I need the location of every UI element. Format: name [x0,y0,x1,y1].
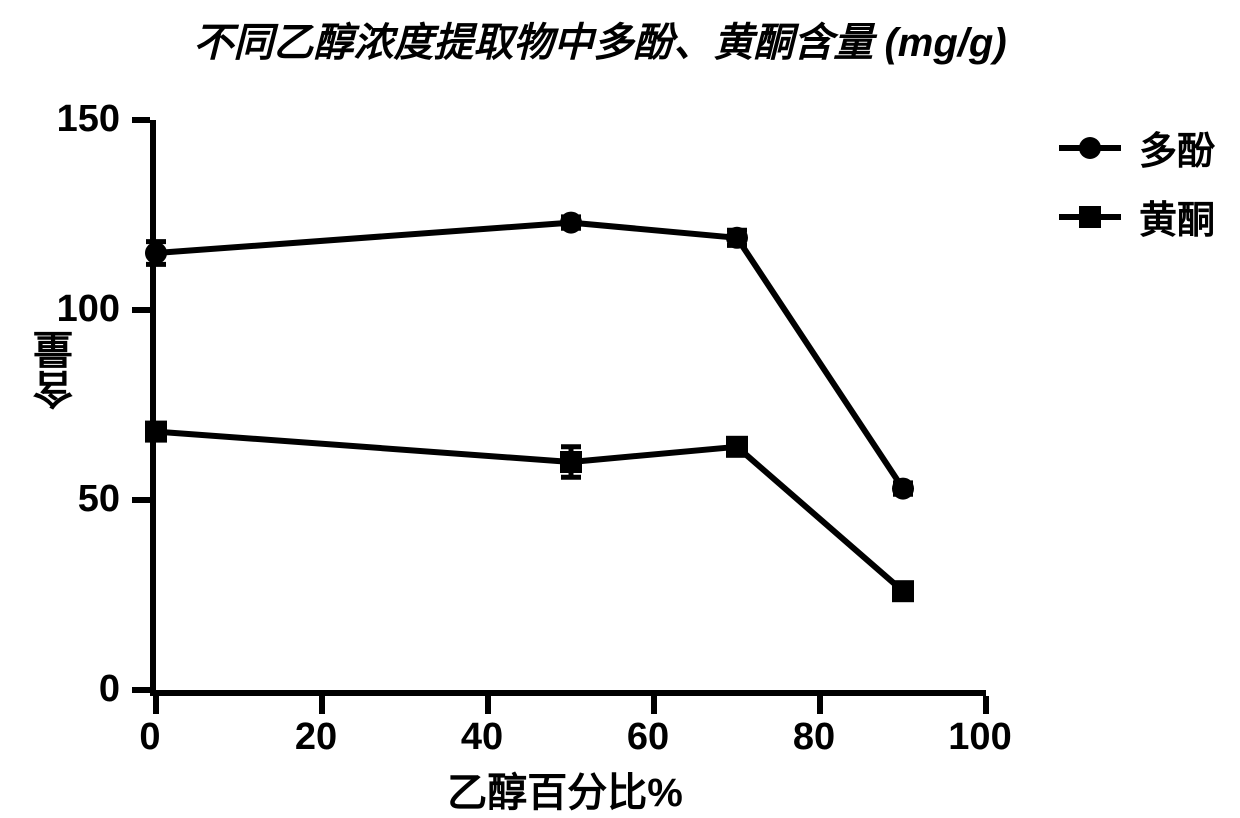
chart-page: 不同乙醇浓度提取物中多酚、黄酮含量 (mg/g) 含量 乙醇百分比% 多酚 黄酮… [0,0,1240,809]
x-tick [651,696,657,714]
x-tick-label: 20 [276,716,356,759]
x-tick [485,696,491,714]
y-tick-label: 0 [0,668,120,711]
x-tick [319,696,325,714]
circle-marker-icon [145,242,167,264]
x-tick [817,696,823,714]
y-tick [132,687,150,693]
legend: 多酚 黄酮 [1059,120,1215,258]
series-line [156,223,903,489]
plot-area [150,120,986,696]
x-tick-label: 40 [442,716,522,759]
x-tick-label: 100 [940,716,1020,759]
x-tick-label: 80 [774,716,854,759]
x-axis-label: 乙醇百分比% [150,760,980,818]
circle-marker-icon [560,212,582,234]
y-tick [132,307,150,313]
y-tick-label: 150 [0,98,120,141]
legend-item-polyphenols: 多酚 [1059,120,1215,175]
y-tick-label: 50 [0,478,120,521]
y-axis-label: 含量 [28,330,86,410]
legend-label: 黄酮 [1139,189,1215,244]
square-marker-icon [145,421,167,443]
circle-marker-icon [1079,137,1101,159]
x-tick-label: 60 [608,716,688,759]
circle-marker-icon [726,227,748,249]
square-marker-icon [892,580,914,602]
x-tick [983,696,989,714]
plot-svg [156,120,986,690]
legend-item-flavonoids: 黄酮 [1059,189,1215,244]
y-tick [132,117,150,123]
x-tick [153,696,159,714]
legend-label: 多酚 [1139,120,1215,175]
y-tick [132,497,150,503]
square-marker-icon [1079,206,1101,228]
circle-marker-icon [892,478,914,500]
legend-line-icon [1059,214,1121,220]
series-line [156,432,903,592]
y-tick-label: 100 [0,288,120,331]
chart-title: 不同乙醇浓度提取物中多酚、黄酮含量 (mg/g) [90,10,1110,68]
x-tick-label: 0 [110,716,190,759]
square-marker-icon [726,436,748,458]
legend-line-icon [1059,145,1121,151]
square-marker-icon [560,451,582,473]
